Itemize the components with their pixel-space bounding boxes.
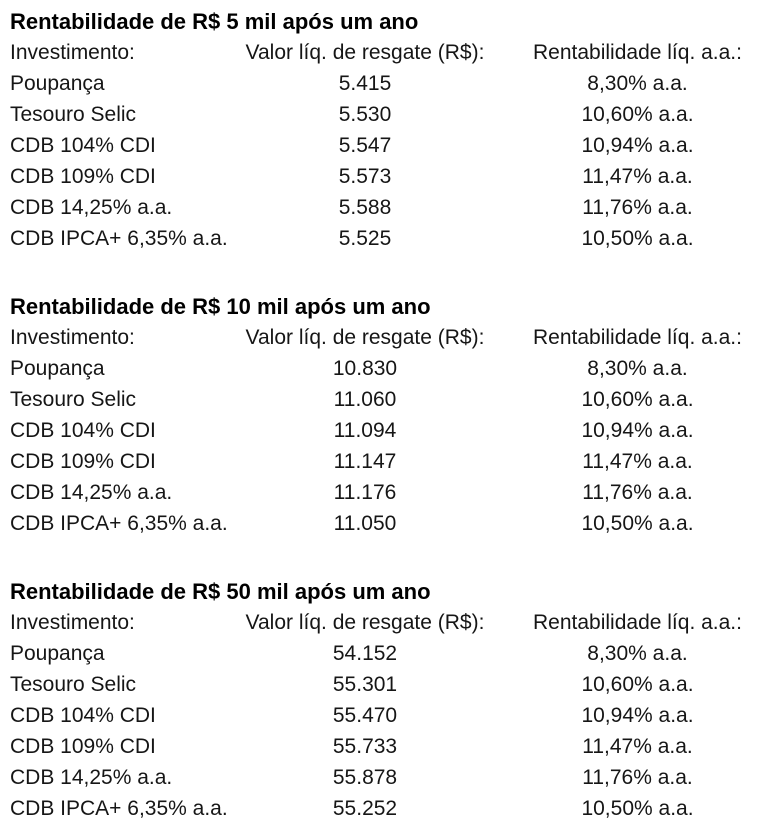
column-header-rentabilidade: Rentabilidade líq. a.a.: [533, 611, 742, 634]
net-yield: 8,30% a.a. [587, 642, 688, 665]
net-yield: 11,76% a.a. [582, 196, 693, 219]
net-yield: 10,60% a.a. [581, 103, 694, 126]
investment-name: CDB 104% CDI [10, 704, 156, 727]
table-row: CDB IPCA+ 6,35% a.a. 11.050 10,50% a.a. [10, 508, 760, 539]
redemption-value: 11.147 [333, 450, 397, 473]
net-yield: 10,94% a.a. [581, 419, 694, 442]
redemption-value: 11.176 [333, 481, 397, 504]
net-yield: 10,94% a.a. [581, 704, 694, 727]
investment-name: CDB 109% CDI [10, 735, 156, 758]
table-row: Poupança 10.830 8,30% a.a. [10, 353, 760, 384]
redemption-value: 11.094 [333, 419, 397, 442]
redemption-value: 55.878 [332, 766, 398, 789]
redemption-value: 5.525 [338, 227, 392, 250]
section-title: Rentabilidade de R$ 5 mil após um ano [10, 9, 419, 34]
net-yield: 10,94% a.a. [581, 134, 694, 157]
section-5-mil: Rentabilidade de R$ 5 mil após um ano In… [10, 6, 760, 254]
net-yield: 10,60% a.a. [581, 673, 694, 696]
investment-name: Tesouro Selic [10, 673, 137, 696]
column-header-investimento: Investimento: [10, 41, 135, 64]
redemption-value: 5.415 [338, 72, 392, 95]
investment-name: CDB 109% CDI [10, 450, 156, 473]
table-row: Poupança 54.152 8,30% a.a. [10, 638, 760, 669]
column-header-valor-resgate: Valor líq. de resgate (R$): [245, 41, 485, 64]
investment-name: Tesouro Selic [10, 388, 137, 411]
net-yield: 11,47% a.a. [582, 735, 693, 758]
table-row: Tesouro Selic 55.301 10,60% a.a. [10, 669, 760, 700]
column-header-rentabilidade: Rentabilidade líq. a.a.: [533, 326, 742, 349]
table-row: CDB 109% CDI 11.147 11,47% a.a. [10, 446, 760, 477]
net-yield: 10,50% a.a. [581, 797, 694, 820]
table-header-row: Investimento: Valor líq. de resgate (R$)… [10, 607, 760, 638]
table-row: CDB 14,25% a.a. 55.878 11,76% a.a. [10, 762, 760, 793]
table-row: CDB IPCA+ 6,35% a.a. 5.525 10,50% a.a. [10, 223, 760, 254]
net-yield: 10,50% a.a. [581, 227, 694, 250]
table-row: CDB IPCA+ 6,35% a.a. 55.252 10,50% a.a. [10, 793, 760, 824]
table-row: CDB 109% CDI 55.733 11,47% a.a. [10, 731, 760, 762]
investment-name: Poupança [10, 357, 105, 380]
table-row: CDB 14,25% a.a. 11.176 11,76% a.a. [10, 477, 760, 508]
section-title: Rentabilidade de R$ 50 mil após um ano [10, 579, 431, 604]
redemption-value: 5.547 [338, 134, 392, 157]
section-50-mil: Rentabilidade de R$ 50 mil após um ano I… [10, 576, 760, 824]
column-header-rentabilidade: Rentabilidade líq. a.a.: [533, 41, 742, 64]
redemption-value: 55.470 [332, 704, 398, 727]
table-row: CDB 109% CDI 5.573 11,47% a.a. [10, 161, 760, 192]
investment-name: Poupança [10, 642, 105, 665]
redemption-value: 5.530 [338, 103, 392, 126]
net-yield: 11,47% a.a. [582, 165, 693, 188]
net-yield: 11,76% a.a. [582, 481, 693, 504]
investment-name: CDB 104% CDI [10, 134, 156, 157]
table-row: Tesouro Selic 11.060 10,60% a.a. [10, 384, 760, 415]
column-header-valor-resgate: Valor líq. de resgate (R$): [245, 326, 485, 349]
table-header-row: Investimento: Valor líq. de resgate (R$)… [10, 37, 760, 68]
table-row: CDB 104% CDI 5.547 10,94% a.a. [10, 130, 760, 161]
redemption-value: 55.301 [332, 673, 398, 696]
investment-name: CDB IPCA+ 6,35% a.a. [10, 797, 228, 820]
column-header-investimento: Investimento: [10, 326, 135, 349]
net-yield: 10,50% a.a. [581, 512, 694, 535]
net-yield: 11,76% a.a. [582, 766, 693, 789]
table-row: Tesouro Selic 5.530 10,60% a.a. [10, 99, 760, 130]
table-row: Poupança 5.415 8,30% a.a. [10, 68, 760, 99]
investment-name: CDB 14,25% a.a. [10, 766, 173, 789]
investment-name: CDB 14,25% a.a. [10, 196, 173, 219]
redemption-value: 10.830 [332, 357, 398, 380]
net-yield: 8,30% a.a. [587, 72, 688, 95]
redemption-value: 5.588 [338, 196, 392, 219]
investment-name: CDB 14,25% a.a. [10, 481, 173, 504]
redemption-value: 54.152 [332, 642, 398, 665]
investment-name: CDB IPCA+ 6,35% a.a. [10, 512, 228, 535]
table-row: CDB 14,25% a.a. 5.588 11,76% a.a. [10, 192, 760, 223]
column-header-valor-resgate: Valor líq. de resgate (R$): [245, 611, 485, 634]
section-10-mil: Rentabilidade de R$ 10 mil após um ano I… [10, 291, 760, 539]
table-row: CDB 104% CDI 55.470 10,94% a.a. [10, 700, 760, 731]
investment-name: Tesouro Selic [10, 103, 137, 126]
redemption-value: 11.060 [333, 388, 397, 411]
section-title: Rentabilidade de R$ 10 mil após um ano [10, 294, 431, 319]
investment-name: CDB 104% CDI [10, 419, 156, 442]
net-yield: 8,30% a.a. [587, 357, 688, 380]
investment-name: CDB IPCA+ 6,35% a.a. [10, 227, 228, 250]
redemption-value: 55.252 [332, 797, 398, 820]
net-yield: 10,60% a.a. [581, 388, 694, 411]
investment-name: CDB 109% CDI [10, 165, 156, 188]
redemption-value: 55.733 [332, 735, 398, 758]
redemption-value: 11.050 [333, 512, 397, 535]
table-row: CDB 104% CDI 11.094 10,94% a.a. [10, 415, 760, 446]
investment-name: Poupança [10, 72, 105, 95]
column-header-investimento: Investimento: [10, 611, 135, 634]
table-header-row: Investimento: Valor líq. de resgate (R$)… [10, 322, 760, 353]
net-yield: 11,47% a.a. [582, 450, 693, 473]
redemption-value: 5.573 [338, 165, 392, 188]
